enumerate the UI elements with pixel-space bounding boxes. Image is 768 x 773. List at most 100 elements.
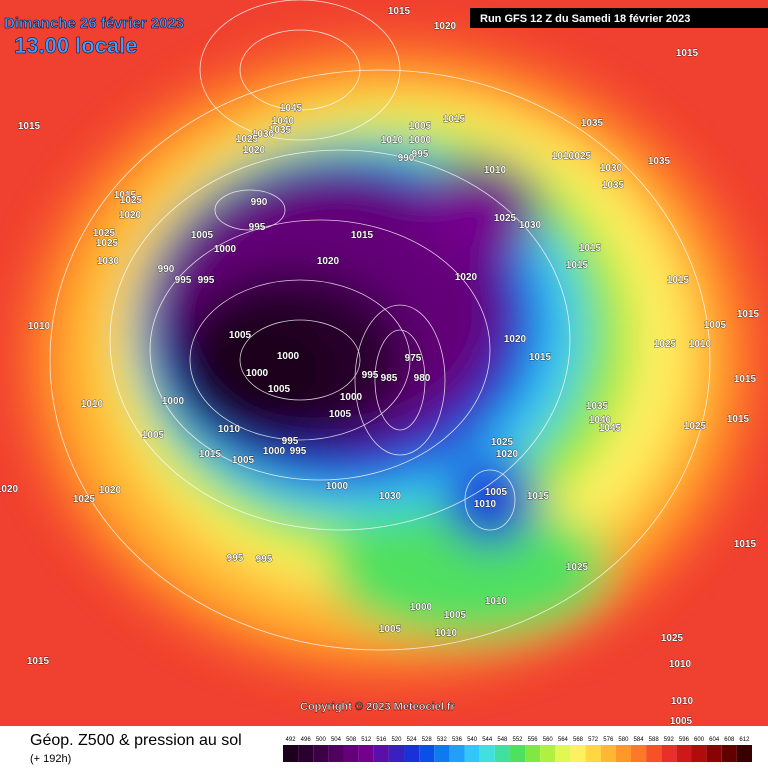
isobar-label: 1005 [191, 230, 214, 241]
isobar-label: 1005 [229, 330, 252, 341]
isobar-label: 1015 [734, 374, 757, 385]
isobar-label: 1005 [485, 487, 508, 498]
isobar-label: 1045 [280, 103, 303, 114]
isobar-label: 1015 [529, 352, 552, 363]
isobar-label: 995 [227, 553, 244, 564]
isobar-label: 1005 [444, 610, 467, 621]
isobar-label: 1030 [379, 491, 402, 502]
isobar-labels: 1015102010151045104010351030102510201010… [0, 6, 760, 728]
isobar-label: 1010 [552, 151, 575, 162]
scale-swatch [464, 745, 480, 762]
isobar-label: 1020 [317, 256, 340, 267]
scale-label: 512 [361, 737, 372, 743]
isobar-label: 1010 [485, 596, 508, 607]
scale-swatch [419, 745, 435, 762]
scale-swatch [630, 745, 647, 762]
isobar-label: 1020 [99, 485, 122, 496]
scale-label: 536 [452, 737, 463, 743]
isobar-label: 1025 [661, 633, 684, 644]
isobar-label: 1005 [329, 409, 352, 420]
scale-label: 584 [634, 737, 645, 743]
isobar-label: 1005 [379, 624, 402, 635]
scale-label: 572 [588, 737, 599, 743]
isobar-label: 1025 [654, 339, 677, 350]
scale-label: 576 [603, 737, 614, 743]
isobar-label: 1025 [96, 238, 119, 249]
isobar-label: 1010 [28, 321, 51, 332]
isobar-label: 990 [251, 197, 268, 208]
scale-label: 520 [391, 737, 402, 743]
map-area: 1015102010151045104010351030102510201010… [0, 0, 768, 727]
isobar-label: 1015 [27, 656, 50, 667]
scale-swatch [449, 745, 465, 762]
isobar-label: 1035 [581, 118, 604, 129]
isobar-label: 1005 [232, 455, 255, 466]
scale-swatch [298, 745, 314, 762]
scale-label: 596 [679, 737, 690, 743]
isobar-label: 1005 [268, 384, 291, 395]
scale-swatch [509, 745, 526, 762]
isobar-label: 1000 [409, 135, 432, 146]
scale-swatch [555, 745, 571, 762]
isobar-label: 1015 [676, 48, 699, 59]
isobar-label: 1025 [236, 134, 259, 145]
isobar-label: 995 [256, 554, 273, 565]
scale-swatch [358, 745, 374, 762]
scale-swatch [525, 745, 541, 762]
scale-label: 580 [618, 737, 629, 743]
isobar-label: 1020 [243, 145, 266, 156]
isobar-label: 1035 [648, 156, 671, 167]
isobar-label: 1020 [496, 449, 519, 460]
isobar-label: 1015 [351, 230, 374, 241]
scale-swatch [313, 745, 329, 762]
time: 13.00 locale [14, 33, 138, 58]
isobar-label: 995 [249, 222, 266, 233]
scale-label: 548 [497, 737, 508, 743]
scale-swatch [328, 745, 344, 762]
scale-label: 600 [694, 737, 705, 743]
scale-swatch [721, 745, 737, 762]
scale-label: 508 [346, 737, 357, 743]
isobar-label: 1020 [119, 210, 142, 221]
scale-swatch [343, 745, 359, 762]
isobar-label: 1020 [434, 21, 457, 32]
isobar-label: 1005 [409, 121, 432, 132]
isobar-label: 1035 [586, 401, 609, 412]
isobar-label: 1015 [566, 260, 589, 271]
isobar-label: 985 [381, 373, 398, 384]
isobar-label: 1025 [120, 195, 143, 206]
isobar-label: 1015 [388, 6, 411, 17]
isobar-label: 995 [198, 275, 215, 286]
isobar-label: 1010 [218, 424, 241, 435]
isobar-label: 980 [414, 373, 431, 384]
isobar-label: 1035 [269, 125, 292, 136]
scale-swatch [283, 745, 299, 762]
isobar-label: 1010 [689, 339, 712, 350]
isobar-label: 1000 [263, 446, 286, 457]
scale-swatch [646, 745, 662, 762]
isobar-label: 1005 [704, 320, 727, 331]
scale-swatch [434, 745, 450, 762]
scale-swatch [494, 745, 510, 762]
isobar-label: 1010 [484, 165, 507, 176]
scale-swatch [706, 745, 722, 762]
isobar-label: 1015 [443, 114, 466, 125]
scale-label: 588 [649, 737, 660, 743]
scale-label: 560 [543, 737, 554, 743]
isobar-label: 1010 [381, 135, 404, 146]
isobar-label: 990 [398, 153, 415, 164]
isobar-label: 1015 [667, 275, 690, 286]
isobar-label: 1020 [0, 484, 19, 495]
isobar-label: 1015 [527, 491, 550, 502]
isobar-label: 995 [175, 275, 192, 286]
isobar-label: 1025 [566, 562, 589, 573]
isobar-label: 1025 [93, 228, 116, 239]
isobar-label: 1000 [162, 396, 185, 407]
isobar-label: 1025 [73, 494, 96, 505]
isobar-label: 1025 [569, 151, 592, 162]
isobar-label: 1040 [589, 415, 612, 426]
scale-swatch [388, 745, 405, 762]
scale-label: 504 [331, 737, 342, 743]
scale-label: 528 [422, 737, 433, 743]
